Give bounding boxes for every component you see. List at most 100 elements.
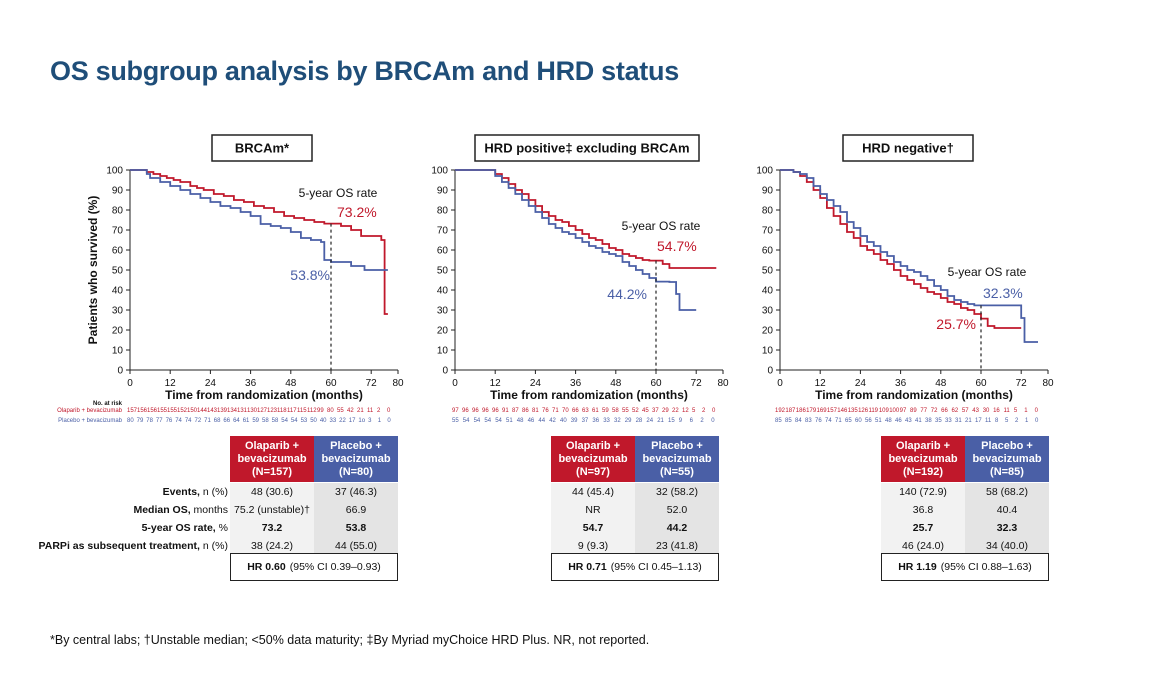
at-risk-olaparib-value: 57 [962,408,969,414]
cell-placebo: 23 (41.8) [635,537,719,555]
at-risk-placebo-value: 31 [955,418,962,424]
at-risk-olaparib-value: 97 [452,408,459,414]
y-tick-label: 70 [762,226,774,237]
x-axis-label: Time from randomization (months) [490,388,688,402]
col-header-placebo: Placebo + bevacizumab (N=85) [965,436,1049,482]
cell-placebo: 32 (58.2) [635,483,719,501]
at-risk-placebo-value: 1 [378,418,382,424]
y-tick-label: 50 [112,266,124,277]
col-header-placebo-n: (N=80) [339,465,373,478]
at-risk-placebo-value: 40 [320,418,327,424]
at-risk-placebo-value: 78 [146,418,153,424]
table-row-labels: Events, n (%) Median OS, months 5-year O… [20,483,228,555]
at-risk-olaparib-value: 130 [247,408,258,414]
hazard-ratio-value: HR 0.60 [247,561,286,573]
at-risk-olaparib-value: 126 [858,408,869,414]
table-row: 44 (45.4) 32 (58.2) [551,483,719,501]
at-risk-olaparib-value: 115 [297,408,307,414]
y-tick-label: 0 [767,366,773,377]
col-header-olaparib-text: Olaparib + bevacizumab (N=157) [230,440,314,479]
y-tick-label: 30 [437,306,449,317]
at-risk-placebo-value: 2 [700,418,704,424]
at-risk-placebo-value: 11 [985,418,992,424]
col-header-placebo-label: Placebo + bevacizumab [972,439,1042,465]
cell-olaparib: 36.8 [881,501,965,519]
cell-olaparib: 25.7 [881,519,965,537]
col-header-olaparib-n: (N=97) [576,465,610,478]
at-risk-olaparib-value: 123 [267,408,278,414]
hazard-ratio-box: HR 0.60 (95% CI 0.39–0.93) [230,553,398,581]
y-tick-label: 20 [112,326,124,337]
placebo-rate-label: 53.8% [290,267,330,283]
table-row: 46 (24.0) 34 (40.0) [881,537,1049,555]
col-header-placebo-text: Placebo + bevacizumab (N=80) [314,440,398,479]
at-risk-placebo-value: 21 [657,418,664,424]
at-risk-placebo-value: 21 [965,418,972,424]
x-tick-label: 0 [777,378,783,389]
col-header-olaparib-text: Olaparib + bevacizumab (N=192) [881,440,965,479]
at-risk-olaparib-value: 192 [775,408,786,414]
col-header-olaparib-label: Olaparib + bevacizumab [888,439,958,465]
col-header-olaparib: Olaparib + bevacizumab (N=157) [230,436,314,482]
at-risk-olaparib-value: 155 [167,408,178,414]
at-risk-placebo-value: 58 [262,418,269,424]
x-tick-label: 48 [935,378,947,389]
page-title: OS subgroup analysis by BRCAm and HRD st… [50,56,679,86]
at-risk-olaparib-value: 71 [552,408,559,414]
table-header: Olaparib + bevacizumab (N=157) Placebo + b… [230,436,398,482]
x-axis-label: Time from randomization (months) [165,388,363,402]
row-label-events: Events, n (%) [162,486,228,498]
at-risk-olaparib-value: 43 [972,408,979,414]
placebo-rate-label: 32.3% [983,285,1023,301]
at-risk-olaparib-value: 72 [931,408,938,414]
cell-olaparib: 9 (9.3) [551,537,635,555]
col-header-olaparib-label: Olaparib + bevacizumab [237,439,307,465]
at-risk-placebo-value: 50 [310,418,317,424]
col-header-olaparib-n: (N=192) [902,465,944,478]
row-label-parpi: PARPi as subsequent treatment, n (%) [38,540,228,552]
at-risk-olaparib-value: 29 [662,408,669,414]
y-tick-label: 50 [762,266,774,277]
at-risk-olaparib-value: 143 [207,408,218,414]
at-risk-olaparib-value: 52 [632,408,639,414]
x-tick-label: 24 [205,378,217,389]
table-row: NR 52.0 [551,501,719,519]
at-risk-placebo-value: 0 [387,418,391,424]
x-tick-label: 60 [975,378,987,389]
at-risk-placebo-value: 48 [517,418,524,424]
x-tick-label: 60 [325,378,337,389]
x-tick-label: 60 [650,378,662,389]
at-risk-placebo-value: 65 [845,418,852,424]
x-tick-label: 48 [610,378,622,389]
x-tick-label: 12 [490,378,502,389]
chart-title-box [211,134,313,162]
at-risk-olaparib-value: 150 [187,408,198,414]
at-risk-placebo-value: 22 [339,418,346,424]
at-risk-olaparib-value: 157 [827,408,838,414]
at-risk-placebo-value: 54 [484,418,491,424]
cell-placebo: 52.0 [635,501,719,519]
col-header-placebo-label: Placebo + bevacizumab [642,439,712,465]
y-tick-label: 60 [112,246,124,257]
at-risk-olaparib-value: 156 [137,408,148,414]
at-risk-placebo-value: 76 [815,418,822,424]
five-year-rate-label: 5-year OS rate [299,186,378,200]
at-risk-olaparib-value: 77 [920,408,927,414]
x-tick-label: 36 [245,378,257,389]
cell-olaparib: 73.2 [230,519,314,537]
table-row: 75.2 (unstable)† 66.9 [230,501,398,519]
at-risk-placebo-value: 71 [204,418,211,424]
cell-placebo: 34 (40.0) [965,537,1049,555]
at-risk-placebo-value: 64 [233,418,240,424]
at-risk-olaparib-value: 118 [277,408,287,414]
at-risk-placebo-value: 68 [214,418,221,424]
cell-olaparib: 140 (72.9) [881,483,965,501]
at-risk-olaparib-value: 55 [337,408,344,414]
chart-title: HRD positive‡ excluding BRCAm [484,141,689,156]
at-risk-placebo-value: 56 [865,418,872,424]
cell-olaparib: 75.2 (unstable)† [230,501,314,519]
col-header-placebo-n: (N=55) [660,465,694,478]
x-tick-label: 0 [127,378,133,389]
at-risk-olaparib-value: 45 [642,408,649,414]
